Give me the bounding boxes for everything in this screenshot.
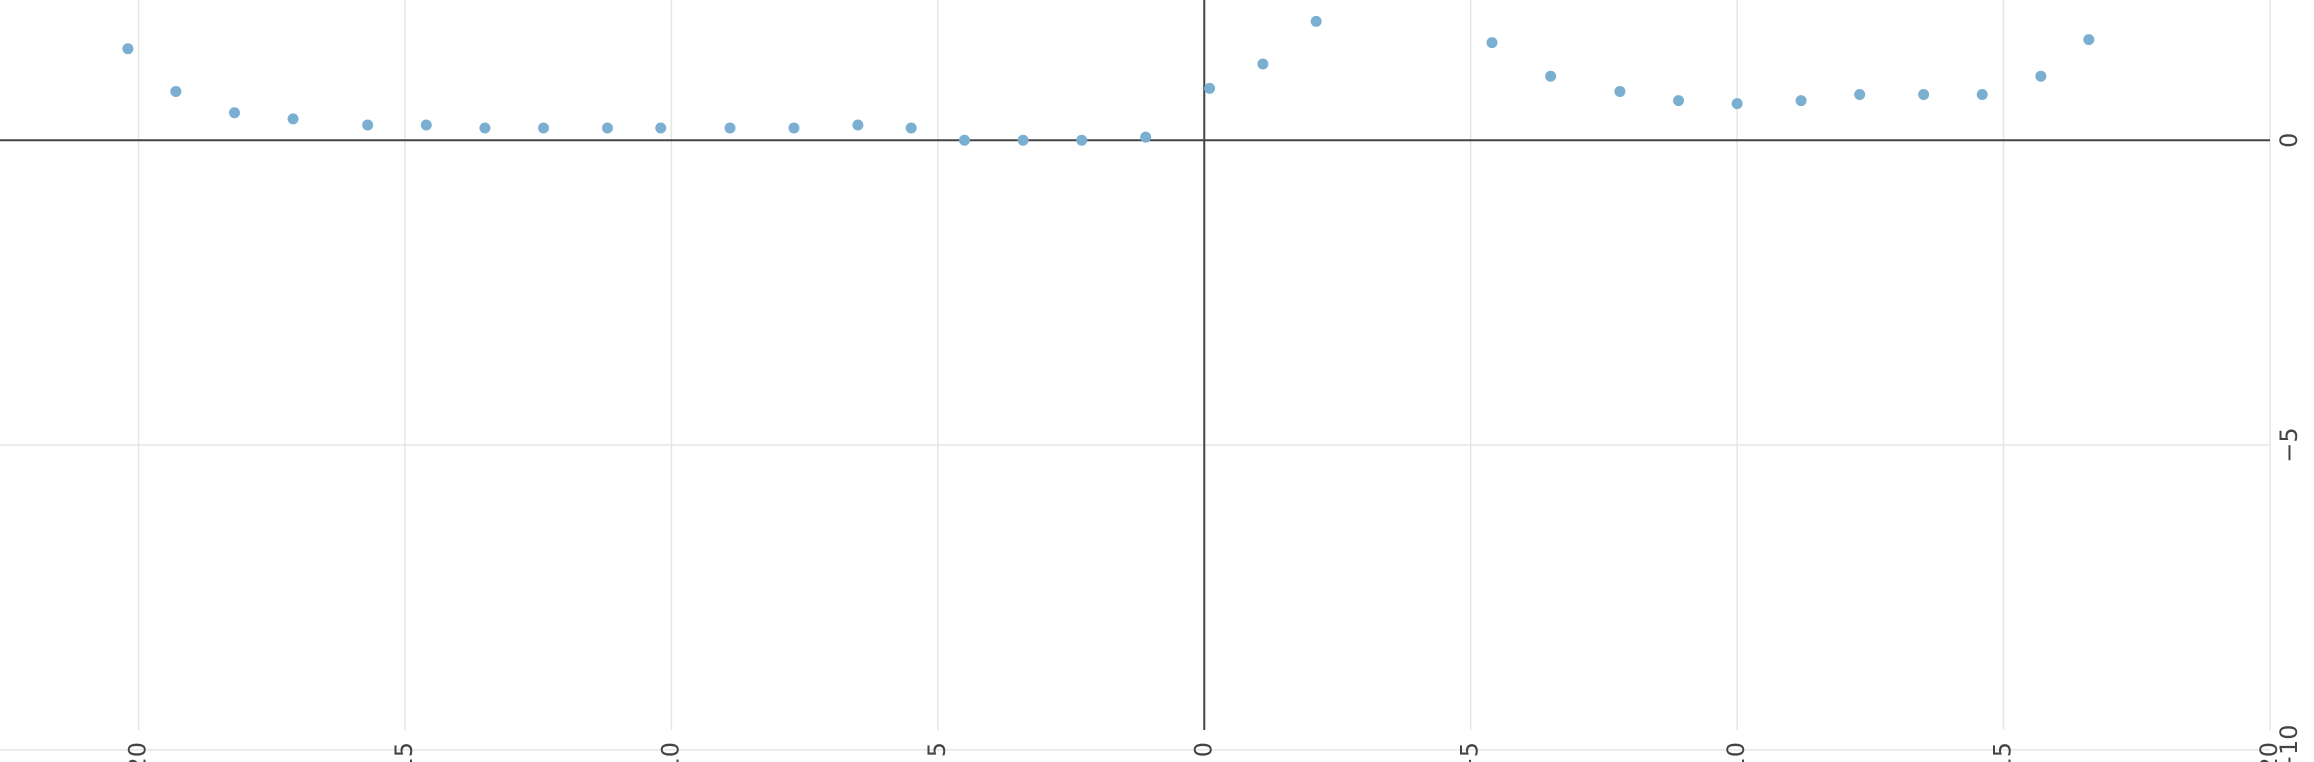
data-point bbox=[1140, 131, 1152, 143]
data-point bbox=[852, 119, 864, 131]
data-point bbox=[1076, 134, 1088, 146]
data-point bbox=[228, 107, 240, 119]
data-point bbox=[655, 122, 667, 134]
x-tick-label: 10 bbox=[656, 742, 684, 762]
x-tick-label: 15 bbox=[390, 742, 418, 762]
data-point bbox=[2083, 34, 2095, 46]
x-tick-label: −5 bbox=[1456, 742, 1484, 762]
data-point bbox=[1204, 82, 1216, 94]
data-point bbox=[1976, 88, 1988, 100]
data-point bbox=[420, 119, 432, 131]
data-point bbox=[1795, 95, 1807, 107]
x-tick-label: −10 bbox=[1722, 742, 1750, 762]
data-point bbox=[538, 122, 550, 134]
data-points bbox=[122, 15, 2095, 146]
data-point bbox=[1731, 98, 1743, 110]
data-point bbox=[362, 119, 374, 131]
data-point bbox=[958, 134, 970, 146]
data-point bbox=[601, 122, 613, 134]
data-point bbox=[724, 122, 736, 134]
data-point bbox=[122, 43, 134, 55]
data-point bbox=[1854, 88, 1866, 100]
zero-lines bbox=[0, 0, 2270, 730]
x-tick-label: 5 bbox=[923, 742, 951, 757]
data-point bbox=[1486, 37, 1498, 49]
data-point bbox=[479, 122, 491, 134]
y-tick-label: −10 bbox=[2275, 724, 2303, 762]
y-tick-label: −5 bbox=[2275, 427, 2303, 462]
x-tick-label: −15 bbox=[1989, 742, 2017, 762]
data-point bbox=[905, 122, 917, 134]
data-point bbox=[788, 122, 800, 134]
data-point bbox=[2035, 70, 2047, 82]
y-tick-labels: 0 −5 −10 bbox=[2275, 133, 2303, 762]
x-tick-label: 0 bbox=[1189, 742, 1217, 757]
data-point bbox=[1614, 85, 1626, 97]
y-tick-label: 0 bbox=[2275, 133, 2303, 148]
x-tick-label: −20 bbox=[2255, 742, 2283, 762]
data-point bbox=[287, 113, 299, 125]
data-point bbox=[1257, 58, 1269, 70]
x-tick-labels: 20 15 10 5 0 −5 −10 −15 −20 bbox=[124, 742, 2283, 762]
data-point bbox=[1673, 95, 1685, 107]
data-point bbox=[170, 85, 182, 97]
x-tick-label: 20 bbox=[124, 742, 152, 762]
data-point bbox=[1017, 134, 1029, 146]
data-point bbox=[1310, 15, 1322, 27]
grid-lines bbox=[0, 0, 2271, 751]
data-point bbox=[1918, 88, 1930, 100]
data-point bbox=[1545, 70, 1557, 82]
